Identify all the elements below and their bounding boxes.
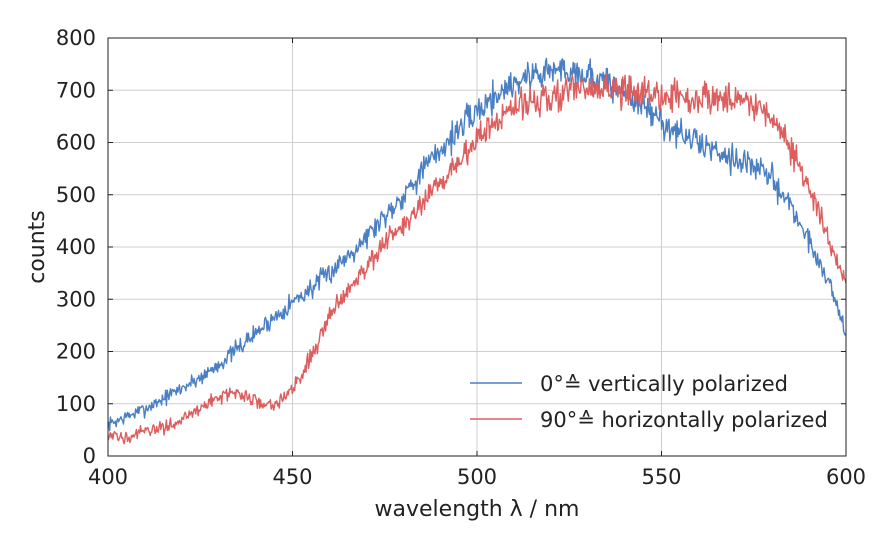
plot-area: 400 450 500 550 600 0 100 200 300 400 500 600 700 800 xyxy=(56,26,866,489)
y-tick-label: 0 xyxy=(83,444,96,468)
series-layer xyxy=(107,57,847,445)
tick-labels: 400 450 500 550 600 0 100 200 300 400 500 600 700 800 xyxy=(56,26,866,489)
series-line-vertical xyxy=(107,57,847,432)
y-tick-label: 100 xyxy=(56,392,96,416)
x-tick-label: 550 xyxy=(641,465,681,489)
legend: 0°≙ vertically polarized 90°≙ horizontall… xyxy=(470,372,828,432)
y-tick-label: 200 xyxy=(56,340,96,364)
x-tick-label: 450 xyxy=(272,465,312,489)
y-tick-label: 300 xyxy=(56,287,96,311)
legend-label: 90°≙ horizontally polarized xyxy=(540,408,828,432)
y-axis-label: counts xyxy=(25,210,50,284)
x-axis-label: wavelength λ / nm xyxy=(375,497,580,522)
y-tick-label: 400 xyxy=(56,235,96,259)
x-tick-label: 400 xyxy=(88,465,128,489)
y-tick-label: 600 xyxy=(56,131,96,155)
y-tick-label: 700 xyxy=(56,78,96,102)
axis-ticks xyxy=(107,37,847,457)
x-tick-label: 600 xyxy=(826,465,866,489)
x-tick-label: 500 xyxy=(457,465,497,489)
y-tick-label: 800 xyxy=(56,26,96,50)
y-tick-label: 500 xyxy=(56,183,96,207)
legend-label: 0°≙ vertically polarized xyxy=(540,372,788,396)
series-line-horizontal xyxy=(107,73,847,445)
